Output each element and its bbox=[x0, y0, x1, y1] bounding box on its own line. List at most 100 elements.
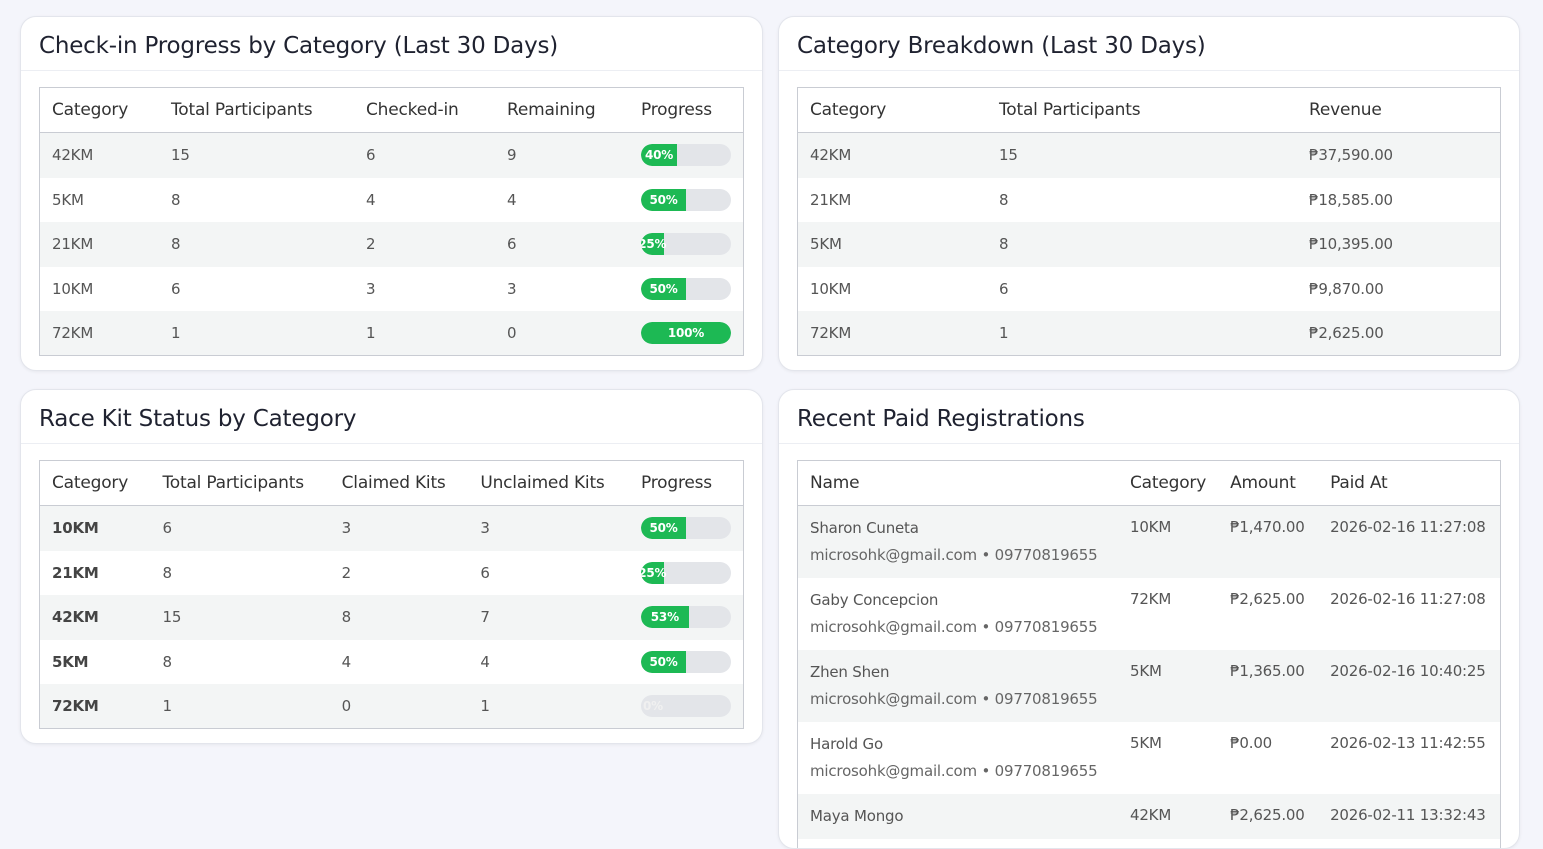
total-cell: 8 bbox=[987, 222, 1297, 267]
registrant-contact: microsohk@gmail.com • 09770819655 bbox=[810, 618, 1098, 636]
total-cell: 15 bbox=[987, 132, 1297, 178]
name-cell: Zhen Shen microsohk@gmail.com • 097708196… bbox=[798, 650, 1118, 722]
progress-cell: 25% bbox=[629, 551, 743, 596]
paid-at-cell: 2026-02-11 13:32:43 bbox=[1318, 794, 1500, 839]
registration-row: Maya Mongo 42KM ₱2,625.00 2026-02-11 13:32:… bbox=[798, 794, 1500, 839]
table-row: 21KM 8 2 6 25% bbox=[40, 222, 743, 267]
progress-cell: 40% bbox=[629, 132, 743, 178]
col-amount: Amount bbox=[1218, 461, 1319, 506]
recent-header-row: Name Category Amount Paid At bbox=[798, 461, 1500, 506]
checkin-progress-title: Check-in Progress by Category (Last 30 D… bbox=[21, 17, 762, 71]
total-cell: 1 bbox=[150, 684, 330, 728]
table-row: 10KM 6 3 3 50% bbox=[40, 505, 743, 551]
total-cell: 6 bbox=[171, 279, 181, 298]
remaining-cell: 9 bbox=[495, 132, 629, 178]
progress-fill: 50% bbox=[641, 650, 686, 673]
name-cell: Gaby Concepcion microsohk@gmail.com • 097… bbox=[798, 578, 1118, 650]
table-row: 72KM 1 ₱2,625.00 bbox=[798, 311, 1500, 355]
total-cell: 1 bbox=[159, 311, 354, 355]
table-row: 5KM 8 4 4 50% bbox=[40, 640, 743, 685]
table-row: 5KM 8 4 4 50% bbox=[40, 178, 743, 223]
checkin-table: Category Total Participants Checked-in R… bbox=[40, 88, 743, 355]
amount-cell: ₱0.00 bbox=[1230, 734, 1273, 752]
table-row: 42KM 15 6 9 40% bbox=[40, 132, 743, 178]
category-cell: 21KM bbox=[40, 222, 159, 267]
racekit-header-row: Category Total Participants Claimed Kits… bbox=[40, 461, 743, 506]
category-cell: 21KM bbox=[810, 190, 852, 209]
progress-bar: 53% bbox=[641, 606, 731, 629]
checked-in-cell: 2 bbox=[354, 222, 495, 267]
progress-bar: 40% bbox=[641, 144, 731, 167]
total-cell: 8 bbox=[162, 652, 172, 671]
paid-at-cell: 2026-02-16 11:27:08 bbox=[1330, 590, 1486, 608]
category-cell: 5KM bbox=[52, 652, 89, 671]
progress-fill: 50% bbox=[641, 188, 686, 211]
recent-registrations-card: Recent Paid Registrations Name Category … bbox=[778, 389, 1520, 849]
category-cell: 21KM bbox=[52, 563, 99, 582]
progress-bar: 50% bbox=[641, 277, 731, 300]
amount-cell: ₱2,625.00 bbox=[1230, 590, 1305, 608]
registrant-contact: microsohk@gmail.com • 09770819655 bbox=[810, 690, 1098, 708]
table-row: 10KM 6 3 3 50% bbox=[40, 267, 743, 312]
paid-at-cell: 2026-02-16 10:40:25 bbox=[1318, 650, 1500, 722]
category-cell: 5KM bbox=[798, 222, 987, 267]
progress-fill: 50% bbox=[641, 277, 686, 300]
total-cell: 8 bbox=[171, 190, 181, 209]
progress-bar: 0% bbox=[641, 695, 731, 718]
checked-in-cell: 4 bbox=[366, 190, 376, 209]
claimed-cell: 3 bbox=[329, 505, 469, 551]
progress-fill: 25% bbox=[641, 233, 667, 256]
registrant-name: Zhen Shen bbox=[810, 663, 890, 681]
progress-cell: 0% bbox=[629, 684, 743, 728]
registration-row: Sharon Cuneta microsohk@gmail.com • 09770… bbox=[798, 505, 1500, 578]
progress-fill: 53% bbox=[641, 606, 689, 629]
total-cell: 1 bbox=[987, 311, 1297, 355]
amount-cell: ₱1,365.00 bbox=[1218, 650, 1319, 722]
col-claimed-kits: Claimed Kits bbox=[329, 461, 469, 506]
category-cell: 42KM bbox=[40, 132, 159, 178]
col-checked-in: Checked-in bbox=[354, 88, 495, 133]
col-revenue: Revenue bbox=[1297, 88, 1500, 133]
breakdown-header-row: Category Total Participants Revenue bbox=[798, 88, 1500, 133]
registrant-name: Harold Go bbox=[810, 735, 883, 753]
col-category: Category bbox=[798, 88, 987, 133]
category-cell: 42KM bbox=[40, 595, 151, 640]
progress-cell: 50% bbox=[629, 640, 743, 685]
category-cell: 42KM bbox=[798, 132, 987, 178]
table-row: 42KM 15 8 7 53% bbox=[40, 595, 743, 640]
claimed-cell: 2 bbox=[341, 563, 352, 582]
total-cell: 15 bbox=[159, 132, 354, 178]
progress-cell: 50% bbox=[629, 267, 743, 312]
total-cell: 6 bbox=[999, 279, 1009, 298]
progress-bar: 50% bbox=[641, 650, 731, 673]
revenue-cell: ₱9,870.00 bbox=[1309, 279, 1384, 298]
racekit-table: Category Total Participants Claimed Kits… bbox=[40, 461, 743, 728]
name-cell: Maya Mongo bbox=[798, 794, 1118, 839]
category-cell: 10KM bbox=[40, 505, 151, 551]
registrant-contact: microsohk@gmail.com • 09770819655 bbox=[810, 546, 1098, 564]
table-row: 42KM 15 ₱37,590.00 bbox=[798, 132, 1500, 178]
progress-bar: 50% bbox=[641, 188, 731, 211]
progress-fill: 40% bbox=[641, 144, 677, 167]
checked-in-cell: 6 bbox=[354, 132, 495, 178]
col-total-participants: Total Participants bbox=[150, 461, 330, 506]
progress-cell: 53% bbox=[629, 595, 743, 640]
col-remaining: Remaining bbox=[495, 88, 629, 133]
category-cell: 10KM bbox=[1118, 505, 1219, 578]
col-paid-at: Paid At bbox=[1318, 461, 1500, 506]
progress-fill: 50% bbox=[641, 517, 686, 540]
category-cell: 5KM bbox=[1118, 650, 1219, 722]
revenue-cell: ₱37,590.00 bbox=[1297, 132, 1500, 178]
category-cell: 72KM bbox=[40, 684, 151, 728]
category-cell: 5KM bbox=[52, 190, 84, 209]
racekit-table-wrapper: Category Total Participants Claimed Kits… bbox=[39, 460, 744, 729]
breakdown-table-wrapper: Category Total Participants Revenue 42KM… bbox=[797, 87, 1501, 356]
total-cell: 8 bbox=[162, 563, 172, 582]
category-cell: 72KM bbox=[40, 311, 159, 355]
progress-bar: 25% bbox=[641, 233, 731, 256]
name-cell: Harold Go microsohk@gmail.com • 097708196… bbox=[798, 722, 1118, 794]
claimed-cell: 0 bbox=[329, 684, 469, 728]
col-unclaimed-kits: Unclaimed Kits bbox=[468, 461, 629, 506]
col-category: Category bbox=[1118, 461, 1219, 506]
breakdown-table: Category Total Participants Revenue 42KM… bbox=[798, 88, 1500, 355]
